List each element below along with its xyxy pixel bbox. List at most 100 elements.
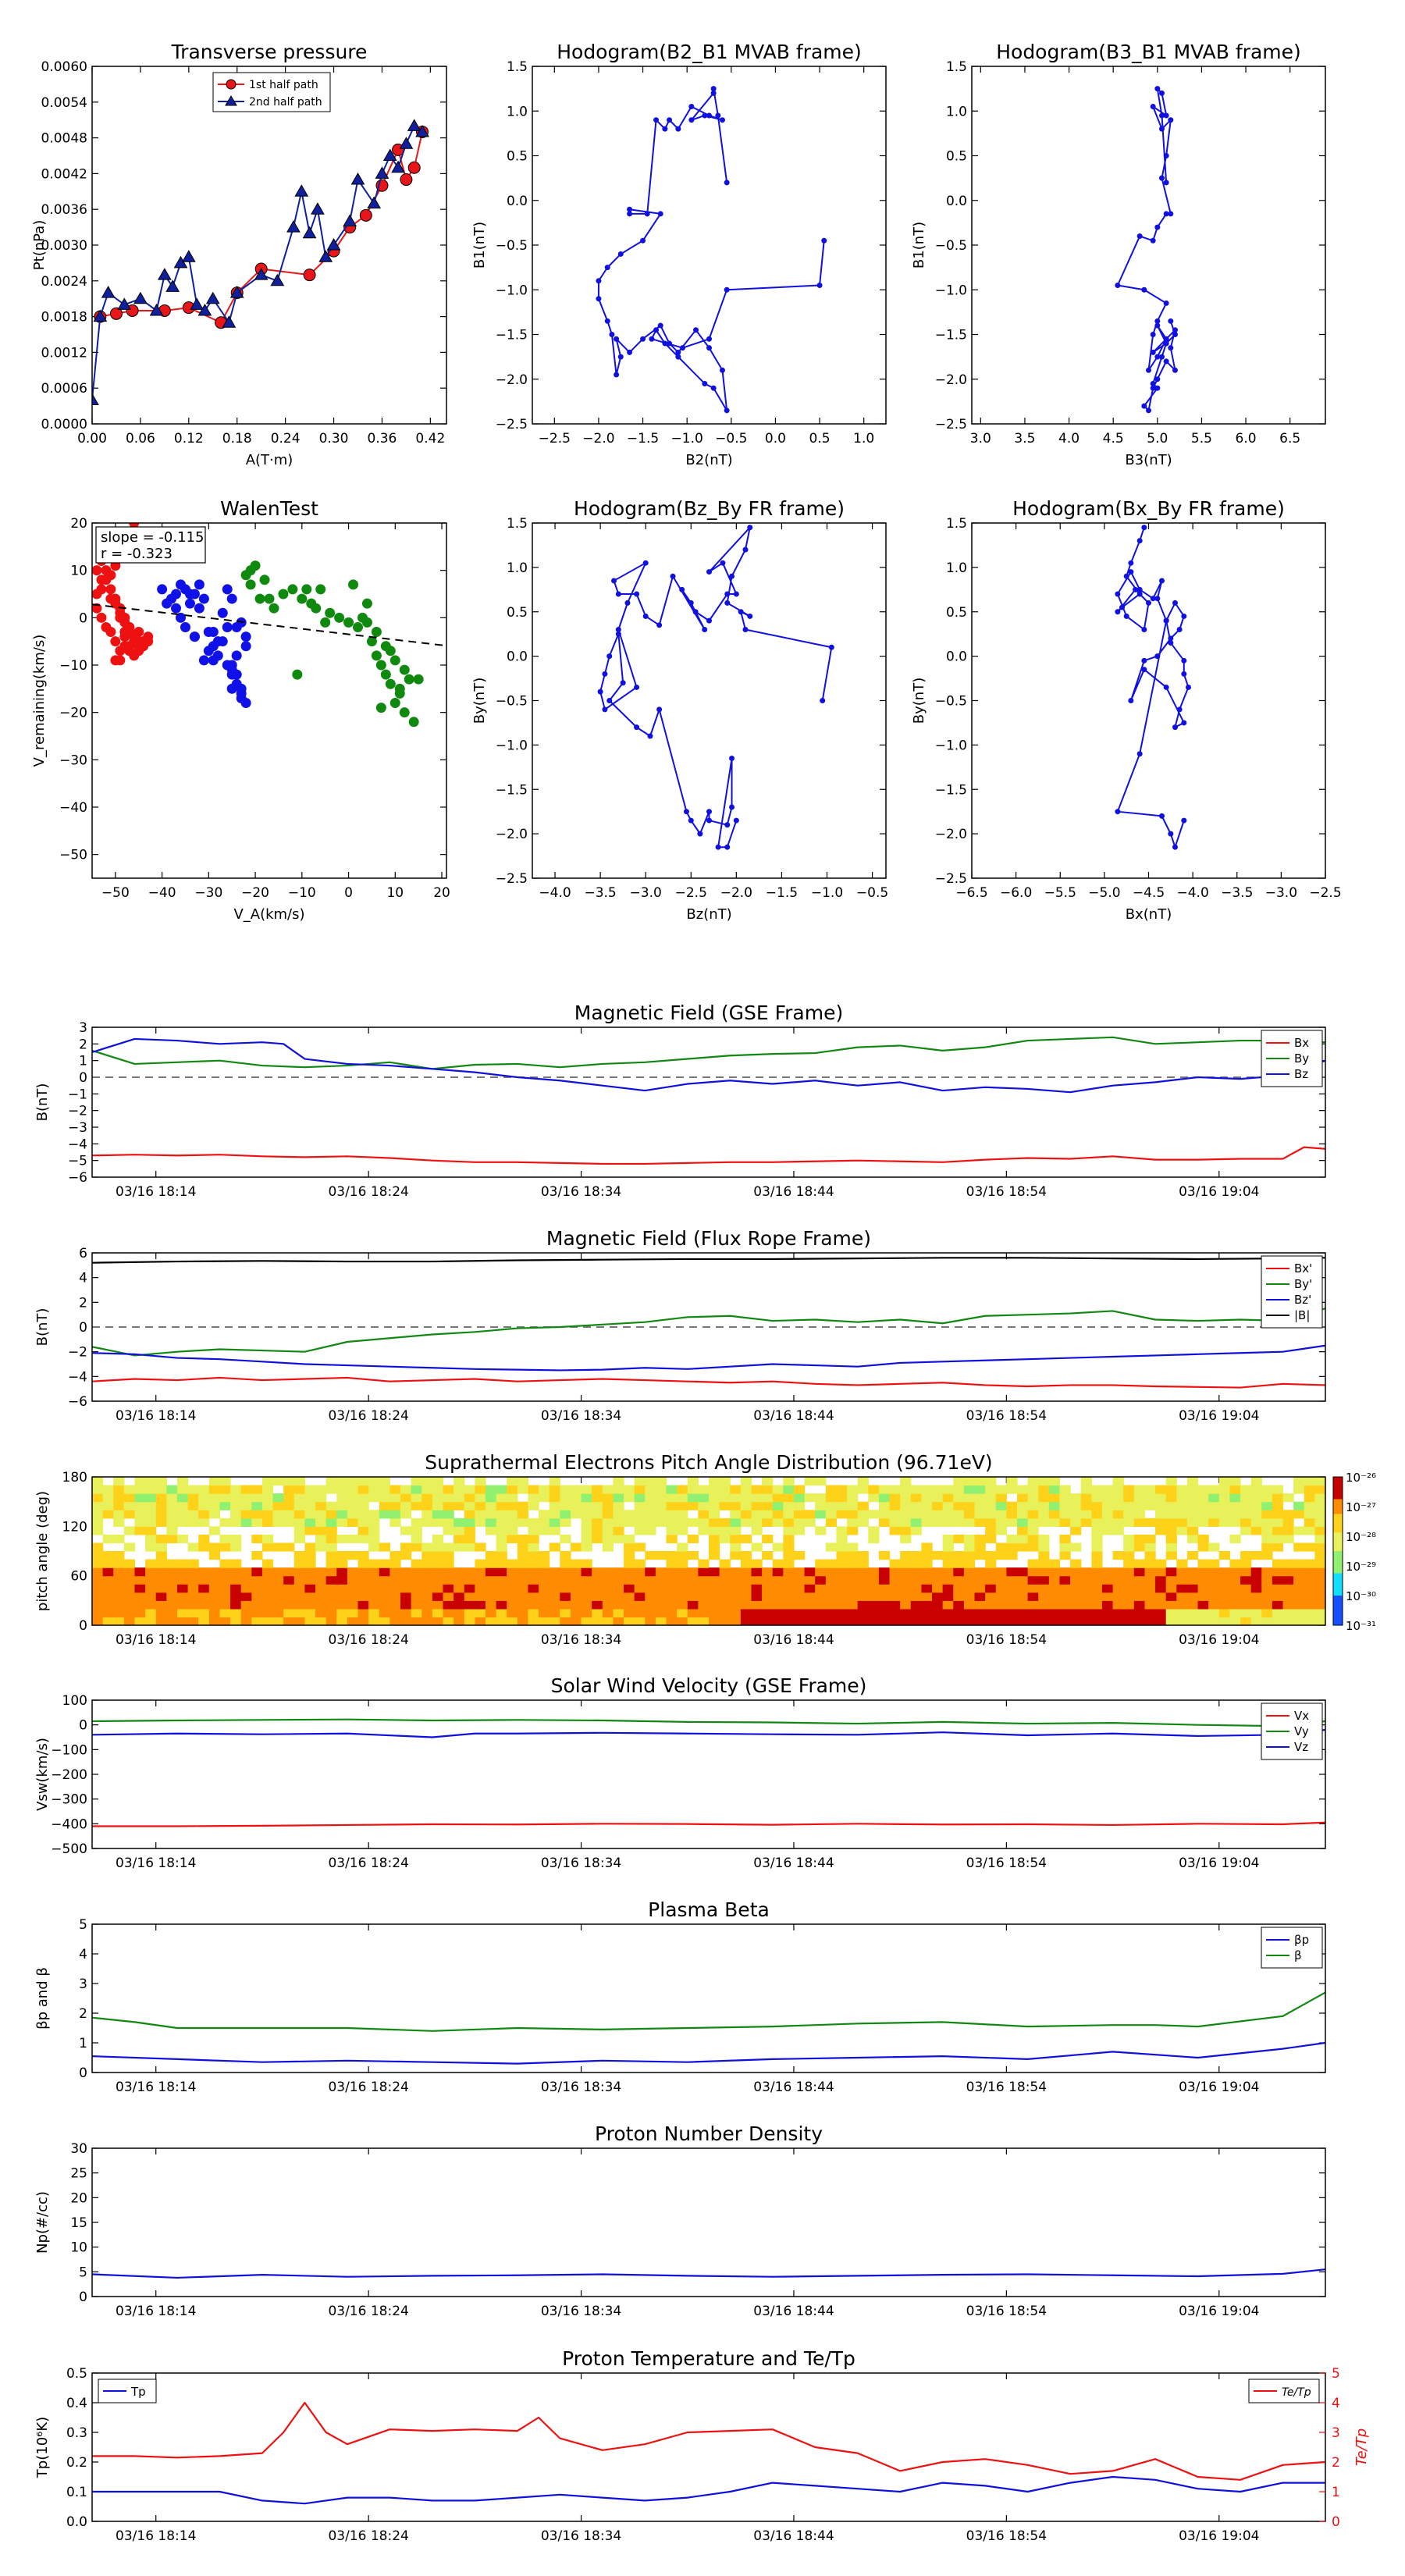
hodo4-point — [1133, 586, 1139, 592]
pad-cell — [1144, 1584, 1156, 1593]
walen-point — [162, 598, 173, 609]
pad-cell — [113, 1551, 125, 1560]
pad-colorbar-cell — [1333, 1499, 1343, 1503]
pad-cell — [847, 1485, 859, 1494]
beta-ytick-label: 5 — [79, 1917, 87, 1933]
pad-cell — [1048, 1608, 1061, 1618]
pad-cell — [677, 1608, 688, 1618]
pad-cell — [1006, 1551, 1018, 1560]
pad-cell — [357, 1534, 369, 1544]
pad-cell — [709, 1493, 720, 1503]
pad-cell — [454, 1584, 465, 1593]
pad-cell — [783, 1534, 795, 1544]
pad-cell — [624, 1608, 635, 1618]
pad-cell — [762, 1608, 774, 1618]
pad-cell — [709, 1485, 720, 1494]
pad-cell — [836, 1542, 848, 1552]
walen-point — [171, 603, 182, 614]
pad-cell — [1208, 1575, 1220, 1585]
pad-cell — [1282, 1567, 1294, 1577]
beta-plot-area — [92, 1991, 1325, 2065]
pad-cell — [1218, 1477, 1231, 1486]
pad-cell — [1282, 1608, 1294, 1618]
pad-cell — [953, 1551, 965, 1560]
pad-cell — [251, 1567, 263, 1577]
pad-cell — [1091, 1493, 1103, 1503]
pad-cell — [432, 1584, 444, 1593]
hodo2-point — [1150, 104, 1156, 110]
pad-cell — [1038, 1517, 1050, 1527]
pad-cell — [751, 1575, 763, 1585]
hodo4-plot-area — [1115, 525, 1191, 850]
pad-cell — [772, 1493, 784, 1503]
pad-cell — [942, 1617, 954, 1625]
pad-cell — [261, 1493, 274, 1503]
pad-cell — [1293, 1510, 1305, 1519]
pad-cell — [475, 1592, 486, 1601]
pad-cell — [1027, 1493, 1039, 1503]
pad-colorbar-cell — [1333, 1617, 1343, 1622]
pad-cell — [198, 1608, 210, 1618]
pt-point — [158, 268, 172, 280]
walen-point — [105, 584, 116, 595]
pad-cell — [1133, 1584, 1146, 1593]
pad-cell — [315, 1575, 327, 1585]
pad-cell — [528, 1584, 539, 1593]
hodo2-point — [1158, 354, 1165, 360]
pad-cell — [411, 1534, 422, 1544]
pad-cell — [847, 1542, 859, 1552]
pad-cell — [283, 1617, 295, 1625]
hodo2-point — [1150, 349, 1156, 355]
pad-cell — [634, 1517, 646, 1527]
pad-cell — [1048, 1510, 1061, 1519]
pad-cell — [932, 1608, 944, 1618]
pad-cell — [198, 1567, 210, 1577]
hodo3-point — [733, 591, 739, 597]
pad-cell — [698, 1559, 710, 1568]
pad-cell — [240, 1600, 252, 1610]
pad-cell — [187, 1608, 199, 1618]
pad-cell — [155, 1584, 167, 1593]
pad-cell — [507, 1559, 518, 1568]
pad-cell — [1208, 1501, 1220, 1510]
pt-xtick-label: 0.24 — [271, 431, 301, 447]
pad-cell — [719, 1567, 731, 1577]
walen-point — [105, 593, 116, 604]
walen-point — [105, 570, 116, 581]
pad-cell — [963, 1517, 976, 1527]
hodo2-point — [1168, 345, 1174, 351]
pad-cell — [592, 1485, 603, 1494]
pad-cell — [942, 1608, 954, 1618]
walen-point — [254, 593, 265, 604]
pad-cell — [368, 1510, 380, 1519]
pt-ytick-label: 0.0018 — [41, 310, 87, 326]
pad-cell — [1017, 1584, 1029, 1593]
hodo3-point — [738, 609, 744, 615]
pad-cell — [783, 1567, 795, 1577]
pad-cell — [634, 1510, 646, 1519]
hodo4-point — [1176, 706, 1183, 713]
pt-point — [382, 148, 397, 161]
pad-cell — [528, 1485, 539, 1494]
walen-point — [325, 607, 336, 618]
pad-cell — [815, 1501, 827, 1510]
pad-cell — [368, 1600, 380, 1610]
pad-cell — [847, 1517, 859, 1527]
hodo4-point — [1172, 600, 1178, 606]
hodo1-point — [614, 336, 620, 342]
tp-title: Proton Temperature and Te/Tp — [562, 2347, 855, 2370]
walen-point — [380, 669, 391, 680]
pad-cell — [634, 1592, 646, 1601]
pad-cell — [517, 1534, 529, 1544]
pt-point — [133, 291, 148, 304]
walen-point — [292, 669, 303, 680]
pt-plot-area — [92, 119, 429, 405]
pad-cell — [1017, 1517, 1029, 1527]
hodo2-ytick-label: −2.5 — [935, 417, 967, 432]
pad-cell — [325, 1477, 337, 1486]
hodo3-point — [692, 609, 699, 615]
pad-cell — [549, 1477, 560, 1486]
pad-cell — [1144, 1501, 1156, 1510]
pad-cell — [261, 1584, 274, 1593]
hodo1-point — [596, 296, 602, 302]
